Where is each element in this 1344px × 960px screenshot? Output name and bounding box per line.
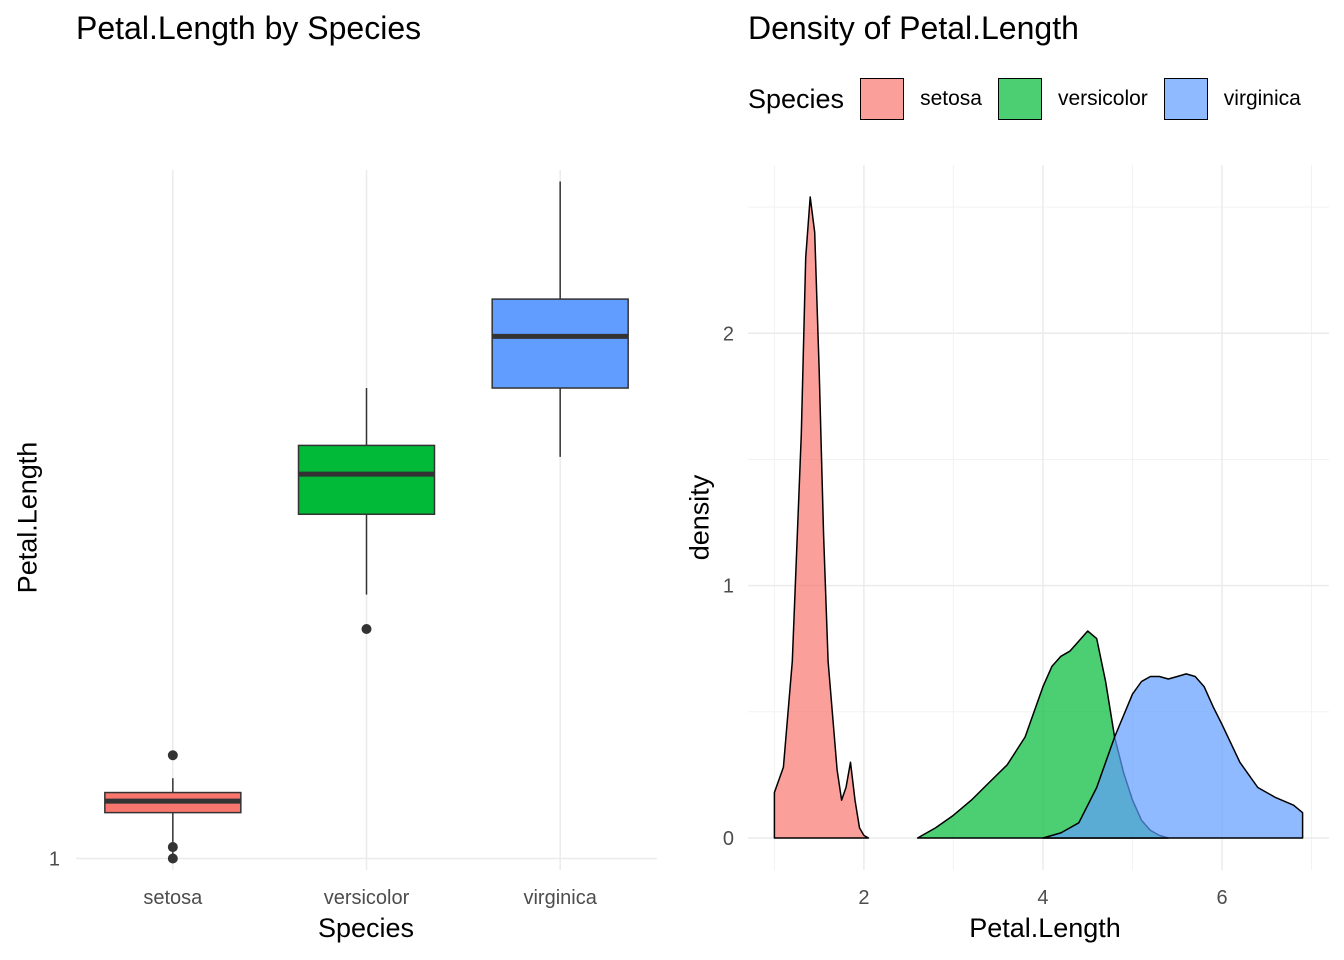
x-tick-label: virginica [523,887,597,909]
y-tick-label: 2 [723,323,734,345]
x-tick-label: 6 [1216,887,1227,909]
legend: Species setosa versicolor virginica [748,76,1301,122]
boxplot-panel: Petal.Length by Species 1 setosa versicolo… [12,10,657,943]
y-tick-label: 1 [723,576,734,598]
y-axis-title: density [684,474,715,561]
legend-key-virginica [1163,78,1208,120]
y-tick-label: 1 [49,849,60,871]
x-tick-label: 2 [858,887,869,909]
density-svg: 0 1 2 2 4 6 [723,165,1329,909]
y-axis-title: Petal.Length [12,441,43,594]
legend-label: versicolor [1057,87,1148,110]
density-area-setosa [773,196,870,839]
legend-label: virginica [1223,87,1301,110]
x-tick-label: versicolor [324,887,410,909]
x-axis-title: Petal.Length [969,913,1121,943]
y-tick-label: 0 [723,828,734,850]
legend-item-setosa: setosa [860,78,982,120]
outlier-point [167,842,178,853]
outlier-point [361,624,372,635]
legend-item-versicolor: versicolor [997,78,1148,120]
chart-title: Petal.Length by Species [76,10,422,46]
chart-title: Density of Petal.Length [748,10,1079,46]
outlier-point [167,853,178,864]
legend-title: Species [748,83,845,114]
boxplot-svg: 1 setosa versicolor virginica [49,170,657,909]
legend-key-setosa [860,78,905,120]
legend-item-virginica: virginica [1163,78,1301,120]
x-tick-label: 4 [1037,887,1048,909]
legend-key-versicolor [997,78,1042,120]
density-area-virginica [1042,673,1304,839]
legend-label: setosa [920,87,982,110]
box-versicolor [297,444,436,516]
outlier-point [167,750,178,761]
x-axis-title: Species [317,913,415,943]
density-panel: Density of Petal.Length Species setosa v… [672,0,1344,960]
x-tick-label: setosa [143,887,203,909]
box-virginica [491,298,629,389]
